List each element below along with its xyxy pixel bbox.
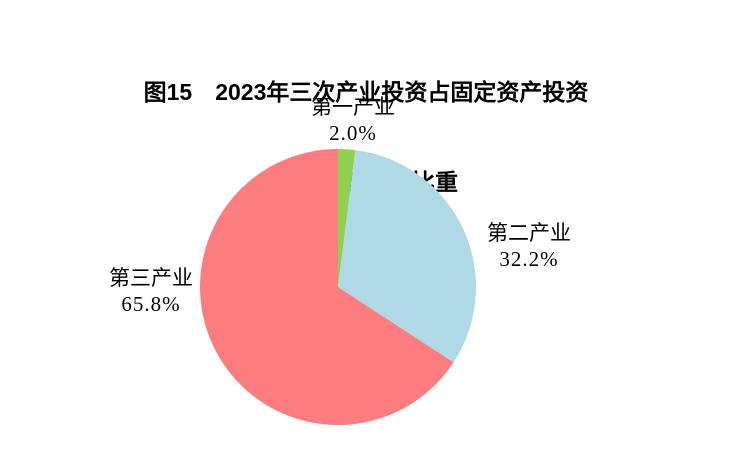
chart-title-line1: 图15 2023年三次产业投资占固定资产投资 [143, 79, 589, 105]
pie-slice-1 [338, 149, 356, 287]
slice-label-primary-value: 2.0% [329, 121, 377, 145]
slice-label-tertiary: 第三产业 65.8% [61, 266, 241, 316]
slice-label-primary-name: 第一产业 [311, 95, 395, 119]
pie-slice-2 [338, 150, 476, 363]
slice-label-tertiary-name: 第三产业 [109, 266, 193, 290]
slice-label-secondary-name: 第二产业 [487, 221, 571, 245]
pie-slice-3 [199, 148, 454, 425]
slice-label-secondary: 第二产业 32.2% [439, 221, 619, 271]
slice-label-primary: 第一产业 2.0% [263, 95, 443, 145]
slice-label-tertiary-value: 65.8% [121, 292, 181, 316]
slice-label-secondary-value: 32.2% [499, 247, 559, 271]
